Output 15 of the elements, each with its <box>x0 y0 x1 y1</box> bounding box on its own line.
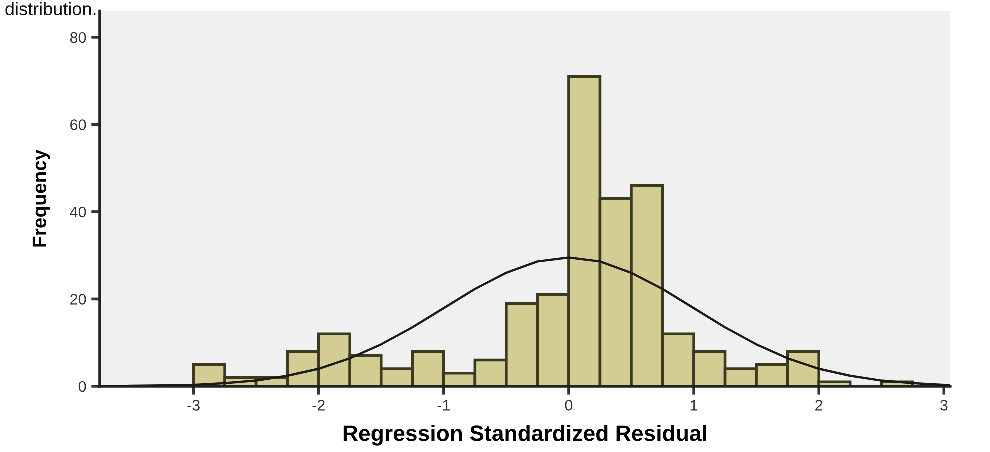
x-tick-label: 3 <box>940 400 948 411</box>
x-tick-label: -3 <box>188 400 200 411</box>
y-tick-label: 60 <box>70 120 86 130</box>
x-tick-label: 0 <box>565 400 573 411</box>
x-axis-title: Regression Standardized Residual <box>344 425 706 446</box>
x-tick-label: -2 <box>312 400 325 411</box>
y-tick-label: 80 <box>70 32 86 44</box>
x-tick-label: 2 <box>816 400 823 411</box>
x-tick-label: -1 <box>438 400 450 411</box>
y-tick-label: 40 <box>70 206 86 218</box>
y-tick-label: 0 <box>78 381 86 392</box>
text: distribution. <box>6 2 96 16</box>
y-tick-label: 20 <box>70 294 86 305</box>
x-tick-label: 1 <box>690 400 698 411</box>
y-axis-title: Frequency <box>32 150 50 247</box>
